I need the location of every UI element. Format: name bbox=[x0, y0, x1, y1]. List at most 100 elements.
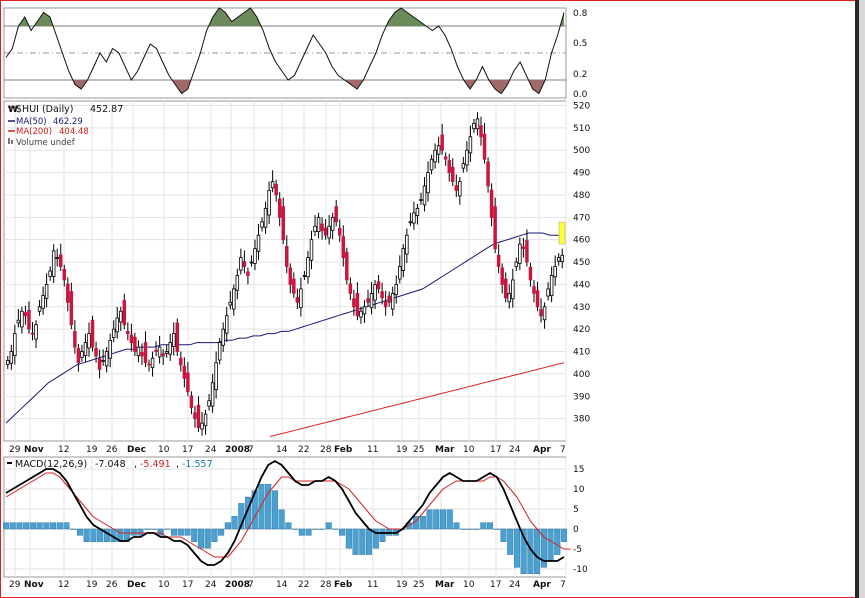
macd-histogram-bar bbox=[318, 528, 325, 530]
price-tick-label: 390 bbox=[573, 392, 590, 402]
macd-histogram-bar bbox=[312, 528, 319, 530]
x-tick-label: 7 bbox=[560, 580, 566, 590]
x-tick-label: Apr bbox=[533, 580, 551, 590]
candle-body bbox=[472, 122, 476, 130]
x-tick-label: 17 bbox=[182, 445, 193, 455]
candle-body bbox=[48, 270, 52, 277]
candle-body bbox=[447, 160, 451, 173]
candle-body bbox=[232, 288, 236, 310]
candle-body bbox=[546, 288, 550, 297]
x-tick-label: 29 bbox=[9, 445, 21, 455]
window-edge bbox=[855, 0, 859, 598]
macd-histogram-bar bbox=[372, 528, 379, 549]
x-tick-label: 22 bbox=[298, 580, 309, 590]
price-legend: ₩ $HUI (Daily) 452.87 MA(50) 462.29 MA(2… bbox=[8, 104, 123, 148]
candle-body bbox=[55, 257, 59, 259]
x-tick-label: 25 bbox=[413, 580, 424, 590]
rsi-label-08: 0.8 bbox=[573, 9, 588, 19]
macd-histogram-bar bbox=[164, 528, 171, 530]
candle-body bbox=[157, 346, 162, 358]
price-tick-label: 490 bbox=[573, 169, 590, 179]
candle-body bbox=[249, 261, 254, 264]
macd-histogram-bar bbox=[366, 528, 373, 555]
candle-body bbox=[302, 275, 307, 277]
candle-body bbox=[401, 248, 406, 271]
macd-tick-label: 5 bbox=[573, 505, 579, 515]
macd-signal-value: -5.491 bbox=[140, 459, 171, 470]
macd-histogram-bar bbox=[16, 522, 23, 530]
candle-body bbox=[366, 298, 370, 303]
candle-body bbox=[489, 189, 494, 218]
x-tick-label: 29 bbox=[9, 580, 21, 590]
x-tick-label: Mar bbox=[435, 445, 455, 455]
macd-histogram-bar bbox=[211, 528, 218, 543]
macd-histogram-bar bbox=[345, 528, 352, 549]
x-tick-label: 11 bbox=[367, 580, 378, 590]
macd-histogram-bar bbox=[339, 528, 346, 536]
macd-histogram-bar bbox=[177, 528, 184, 536]
macd-histogram-bar bbox=[70, 528, 77, 530]
candle-body bbox=[330, 216, 335, 231]
candle-body bbox=[83, 342, 88, 356]
macd-histogram-bar bbox=[453, 522, 460, 530]
macd-histogram-bar bbox=[513, 528, 520, 568]
candle-body bbox=[500, 267, 504, 285]
svg-text:,: , bbox=[176, 459, 179, 470]
macd-histogram-bar bbox=[9, 522, 16, 530]
legend-symbol-icon: ₩ bbox=[8, 105, 18, 115]
candle-body bbox=[94, 347, 98, 357]
macd-histogram-bar bbox=[56, 522, 63, 530]
macd-tick-label: 15 bbox=[573, 465, 584, 475]
macd-histogram-bar bbox=[29, 522, 36, 530]
candle-body bbox=[390, 292, 395, 310]
legend-ma200-value: 404.48 bbox=[59, 127, 89, 137]
x-tick-label: 24 bbox=[509, 580, 521, 590]
macd-histogram-bar bbox=[446, 509, 453, 530]
candle-body bbox=[73, 330, 77, 348]
candle-body bbox=[412, 212, 416, 224]
candle-body bbox=[419, 199, 423, 201]
candle-body bbox=[415, 207, 420, 216]
candle-body bbox=[9, 351, 14, 364]
macd-histogram-bar bbox=[265, 484, 272, 530]
macd-histogram-bar bbox=[500, 528, 507, 543]
candle-body bbox=[133, 336, 137, 352]
candle-body bbox=[256, 234, 261, 252]
price-tick-label: 480 bbox=[573, 191, 590, 201]
candle-body bbox=[323, 227, 328, 236]
candle-body bbox=[253, 248, 257, 264]
candle-body bbox=[66, 283, 70, 303]
candle-body bbox=[560, 254, 564, 263]
x-tick-label: Nov bbox=[24, 580, 44, 590]
candle-body bbox=[168, 342, 172, 355]
candle-body bbox=[482, 133, 487, 160]
x-tick-label: Feb bbox=[334, 445, 353, 455]
x-tick-label: 19 bbox=[396, 580, 408, 590]
macd-histogram-bar bbox=[359, 528, 366, 555]
macd-histogram-bar bbox=[285, 522, 292, 530]
candle-body bbox=[553, 266, 557, 278]
macd-histogram-bar bbox=[305, 528, 312, 536]
x-tick-label: 17 bbox=[490, 445, 501, 455]
ma200-line bbox=[269, 362, 565, 437]
macd-panel: 15 10 5 0 -5 -10 MACD(12,26,9) -7.048 , -5.49… bbox=[2, 456, 588, 578]
macd-histogram-bar bbox=[231, 516, 238, 530]
candle-body bbox=[352, 298, 356, 308]
macd-histogram-bar bbox=[191, 528, 198, 543]
macd-histogram-bar bbox=[298, 528, 305, 536]
macd-histogram-bar bbox=[433, 509, 440, 530]
macd-histogram-bar bbox=[204, 528, 211, 549]
legend-symbol-value: 452.87 bbox=[90, 104, 123, 115]
candle-body bbox=[535, 290, 540, 308]
rsi-label-05: 0.5 bbox=[573, 39, 587, 49]
x-tick-label: Feb bbox=[334, 580, 353, 590]
x-tick-label: 7 bbox=[248, 580, 254, 590]
x-tick-label: 10 bbox=[158, 580, 170, 590]
candle-body bbox=[493, 206, 497, 250]
candle-body bbox=[408, 221, 413, 224]
candle-body bbox=[556, 257, 561, 262]
x-tick-label: 28 bbox=[320, 445, 332, 455]
candle-body bbox=[41, 295, 45, 309]
macd-tick-label: 10 bbox=[573, 485, 585, 495]
